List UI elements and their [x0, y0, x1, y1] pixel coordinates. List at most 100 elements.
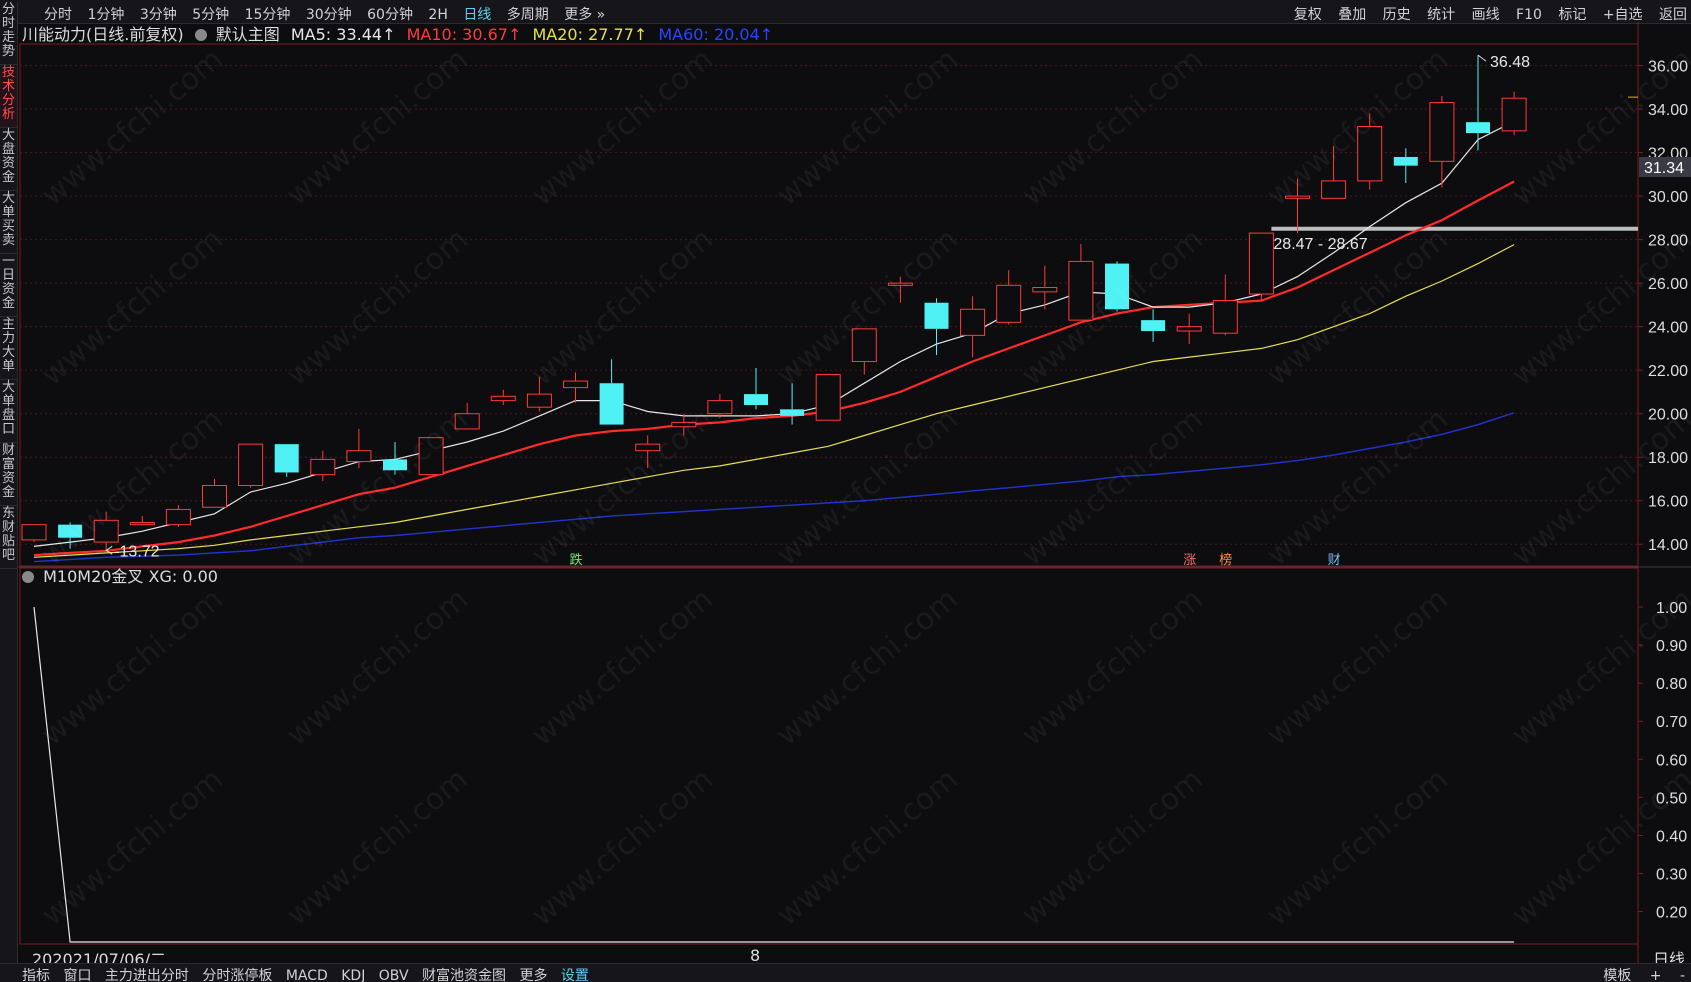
candle-up [526, 393, 552, 408]
period-tab[interactable]: 5分钟 [192, 7, 230, 23]
sub-tick-label: 0.60 [1656, 752, 1687, 769]
candle-down [383, 459, 407, 471]
period-tab[interactable]: 60分钟 [367, 7, 413, 23]
main-panel-frame [19, 43, 1639, 567]
sidebar-item-main-force[interactable]: 主力大单 [0, 317, 17, 380]
candle-up [21, 524, 47, 541]
sidebar-item-order-book[interactable]: 大单盘口 [0, 380, 17, 443]
price-tick-label: 30.00 [1648, 189, 1688, 206]
ma10-value: MA10: 30.67↑ [406, 25, 522, 44]
period-tab[interactable]: 1分钟 [87, 7, 125, 23]
toolbar-right: 复权 叠加 历史 统计 画线 F10 标记 +自选 返回 [1282, 4, 1687, 24]
stats-button[interactable]: 统计 [1427, 7, 1456, 23]
candle-up [960, 308, 986, 336]
candle-up [238, 443, 264, 486]
ma20-value: MA20: 27.77↑ [532, 25, 648, 44]
zoom-out-button[interactable]: - [1679, 968, 1685, 982]
ma60-value: MA60: 20.04↑ [658, 25, 774, 44]
tab-macd[interactable]: MACD [285, 968, 328, 982]
candle-up [996, 284, 1022, 323]
period-tab-active[interactable]: 日线 [463, 7, 492, 23]
candle-up [418, 437, 444, 476]
xg-line [33, 606, 1515, 943]
tab-main-force[interactable]: 主力进出分时 [104, 968, 189, 982]
sidebar-item-technical[interactable]: 技术分析 [0, 65, 17, 128]
period-tab[interactable]: 2H [428, 7, 448, 23]
sidebar-item-day-funds[interactable]: 一日资金 [0, 254, 17, 317]
candle-up [635, 443, 661, 452]
period-tab[interactable]: 3分钟 [139, 7, 177, 23]
sidebar-item-big-orders[interactable]: 大单买卖 [0, 191, 17, 254]
candle-down [1141, 320, 1166, 332]
sidebar-item-intraday[interactable]: 分时走势 [0, 2, 17, 65]
tab-more[interactable]: 更多 [519, 968, 548, 982]
candle-up [1501, 97, 1527, 132]
period-tab[interactable]: 30分钟 [305, 7, 352, 23]
back-button[interactable]: 返回 [1659, 7, 1687, 23]
event-marker: 涨 [1183, 553, 1196, 568]
high-label: 36.48 [1490, 54, 1530, 71]
candle-up [1212, 300, 1238, 334]
template-button[interactable]: 模板 [1603, 968, 1632, 982]
price-tick-label: 34.00 [1648, 102, 1688, 119]
bottom-tabs: 指标 窗口 主力进出分时 分时涨停板 MACD KDJ OBV 财富池资金图 更… [22, 965, 598, 982]
candle-up [1429, 102, 1455, 162]
event-marker: 榜 [1219, 552, 1232, 568]
tab-wealth-pool[interactable]: 财富池资金图 [422, 968, 507, 982]
indicator-title: M10M20金叉 XG: 0.00 [43, 567, 218, 586]
sub-tick-label: 0.80 [1656, 676, 1687, 693]
overlay-button[interactable]: 叠加 [1338, 7, 1367, 23]
more-menu-button[interactable]: 更多 » [564, 4, 605, 24]
candle-down [744, 394, 768, 405]
candle-up [346, 450, 372, 463]
candle-up [851, 328, 877, 362]
candle-down [780, 409, 805, 416]
period-tab[interactable]: 分时 [44, 7, 72, 23]
zoom-in-button[interactable]: + [1649, 968, 1662, 982]
tab-settings[interactable]: 设置 [560, 968, 589, 982]
price-tick-label: 26.00 [1648, 276, 1688, 293]
tab-obv[interactable]: OBV [378, 968, 409, 982]
high-pointer [1477, 54, 1487, 62]
candle-down [1393, 156, 1418, 166]
tab-indicator[interactable]: 指标 [22, 968, 50, 982]
bottom-toolbar: 指标 窗口 主力进出分时 分时涨停板 MACD KDJ OBV 财富池资金图 更… [0, 963, 1691, 982]
period-tab[interactable]: 多周期 [506, 7, 549, 23]
f10-button[interactable]: F10 [1516, 7, 1542, 23]
sidebar-item-market-funds[interactable]: 大盘资金 [0, 128, 17, 191]
price-tick-label: 24.00 [1648, 320, 1688, 337]
stock-title: 川能动力(日线.前复权) [22, 25, 184, 44]
current-price-label: 31.34 [1644, 160, 1684, 177]
settings-circle-icon[interactable] [22, 571, 34, 583]
sub-tick-label: 0.70 [1656, 714, 1687, 731]
history-button[interactable]: 历史 [1382, 7, 1411, 23]
candle-up [671, 421, 697, 428]
adjust-button[interactable]: 复权 [1293, 7, 1322, 23]
mark-button[interactable]: 标记 [1558, 7, 1587, 23]
candle-up [1285, 195, 1310, 199]
candle-up [1032, 287, 1058, 293]
candle-up [310, 458, 336, 476]
period-tab[interactable]: 15分钟 [244, 7, 291, 23]
main-chart-info: 川能动力(日线.前复权) 默认主图 MA5: 33.44↑ MA10: 30.6… [22, 24, 779, 46]
candle-up [1321, 180, 1347, 199]
sidebar-item-forum[interactable]: 东财贴吧 [0, 506, 17, 569]
price-tick-label: 16.00 [1648, 494, 1688, 511]
tab-window[interactable]: 窗口 [63, 968, 92, 982]
sidebar-item-wealth-funds[interactable]: 财富资金 [0, 443, 17, 506]
sub-tick-label: 0.30 [1656, 866, 1687, 883]
tab-kdj[interactable]: KDJ [341, 968, 366, 982]
add-watchlist-button[interactable]: +自选 [1602, 7, 1643, 23]
sub-tick-label: 0.50 [1656, 790, 1687, 807]
settings-circle-icon[interactable] [194, 29, 207, 41]
candle-up [887, 282, 913, 286]
template-label[interactable]: 默认主图 [215, 25, 280, 44]
candle-down [924, 302, 949, 329]
candle-down [1105, 263, 1129, 310]
tab-limit-up[interactable]: 分时涨停板 [202, 968, 273, 982]
draw-line-button[interactable]: 画线 [1471, 7, 1500, 23]
sub-tick-label: 0.40 [1656, 828, 1687, 845]
candle-up [490, 395, 516, 402]
